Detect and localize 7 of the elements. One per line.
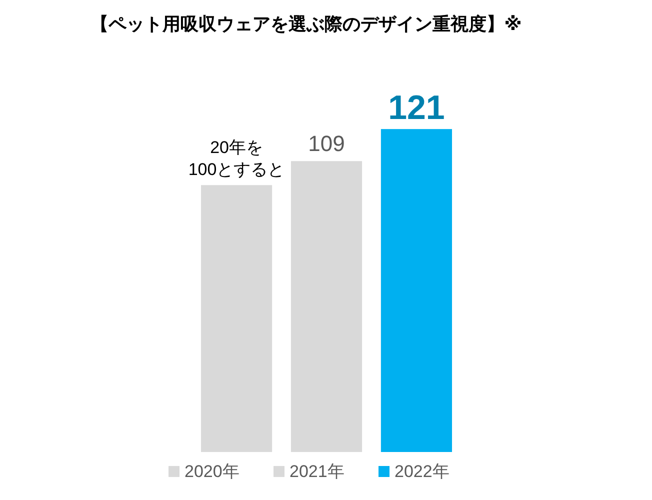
legend-label: 2021年: [290, 462, 344, 481]
data-label: 109: [308, 131, 345, 156]
legend-label: 2020年: [184, 462, 240, 481]
legend-label: 2022年: [394, 462, 450, 481]
data-label: 121: [388, 89, 445, 128]
data-label: 20年を 100とすると: [188, 138, 285, 180]
chart-title: 【ペット用吸収ウェアを選ぶ際のデザイン重視度】※: [90, 14, 522, 34]
